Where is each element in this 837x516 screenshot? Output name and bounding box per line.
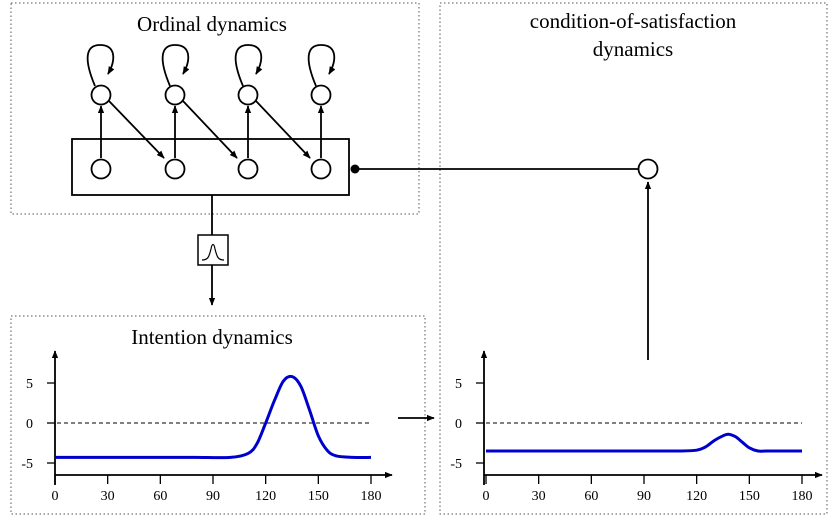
ordinal-panel-title: Ordinal dynamics bbox=[137, 12, 287, 36]
top-node-3 bbox=[237, 84, 259, 106]
cos-x-tick-label: 60 bbox=[584, 489, 598, 504]
intention-x-tick-label: 90 bbox=[206, 489, 220, 504]
cos-x-tick-label: 150 bbox=[739, 489, 760, 504]
cos-x-tick-label: 30 bbox=[532, 489, 546, 504]
intention-x-tick-label: 150 bbox=[308, 489, 329, 504]
intention-panel-frame bbox=[10, 315, 426, 515]
diagonal-arrow-1 bbox=[108, 100, 165, 159]
top-node-2 bbox=[164, 84, 186, 106]
cos-x-tick-label: 180 bbox=[792, 489, 813, 504]
cos-series-line-0 bbox=[485, 432, 802, 453]
top-node-4 bbox=[310, 84, 332, 106]
cos-node bbox=[637, 158, 659, 180]
intention-y-tick-label: 5 bbox=[26, 377, 33, 392]
intention-x-tick-label: 30 bbox=[101, 489, 115, 504]
diagonal-arrow-3 bbox=[255, 100, 311, 159]
intention-panel-title: Intention dynamics bbox=[131, 325, 293, 349]
gaussian-icon bbox=[201, 243, 225, 261]
diagonal-arrow-2 bbox=[182, 100, 238, 159]
cos-x-tick-label: 0 bbox=[483, 489, 490, 504]
cos-y-tick-label: 0 bbox=[455, 417, 462, 432]
bottom-node-2 bbox=[164, 158, 186, 180]
cos-y-tick-label: -5 bbox=[450, 457, 462, 472]
intention-x-tick-label: 60 bbox=[153, 489, 167, 504]
cos-x-tick-label: 90 bbox=[637, 489, 651, 504]
intention-y-tick-label: -5 bbox=[21, 457, 33, 472]
self-loop-arrow-3 bbox=[234, 44, 263, 87]
intention-series-line-0 bbox=[55, 374, 372, 460]
cos-panel-title-line1: condition-of-satisfaction bbox=[530, 9, 737, 33]
cos-y-tick-label: 5 bbox=[455, 377, 462, 392]
cos-panel-title-line2: dynamics bbox=[593, 37, 673, 61]
intention-x-tick-label: 180 bbox=[361, 489, 382, 504]
bottom-node-3 bbox=[237, 158, 259, 180]
bottom-node-1 bbox=[90, 158, 112, 180]
top-node-1 bbox=[90, 84, 112, 106]
intention-chart: 0 30 60 90 120 150 180 5 0 -5 bbox=[21, 350, 393, 504]
self-loop-arrow-2 bbox=[161, 44, 190, 87]
ordinal-network bbox=[71, 44, 350, 196]
self-loop-arrow-4 bbox=[307, 44, 336, 87]
intention-x-tick-label: 0 bbox=[52, 489, 59, 504]
bottom-node-4 bbox=[310, 158, 332, 180]
ordinal-panel-frame bbox=[10, 2, 420, 215]
intention-y-tick-label: 0 bbox=[26, 417, 33, 432]
ordinal-box bbox=[71, 138, 350, 196]
inhibitory-dot bbox=[350, 164, 360, 174]
cos-chart: 0 30 60 90 120 150 180 5 0 -5 bbox=[450, 350, 823, 504]
cos-panel-frame bbox=[439, 2, 828, 515]
intention-x-tick-label: 120 bbox=[255, 489, 276, 504]
self-loop-arrow-1 bbox=[86, 44, 115, 87]
cos-x-tick-label: 120 bbox=[686, 489, 707, 504]
